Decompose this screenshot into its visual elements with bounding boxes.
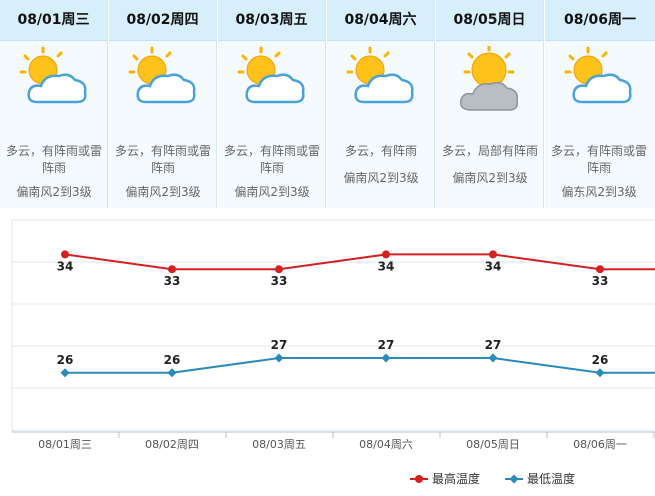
data-label: 27 <box>271 338 288 352</box>
data-label: 33 <box>164 274 181 288</box>
chart-series: 34 33 33 34 34 33 26 26 27 27 27 26 <box>57 250 655 378</box>
data-label: 34 <box>378 259 395 273</box>
x-tick-label: 08/02周四 <box>145 438 199 451</box>
legend-label: 最低温度 <box>527 471 575 486</box>
data-label: 26 <box>164 353 181 367</box>
data-label: 26 <box>57 353 74 367</box>
x-tick-label: 08/04周六 <box>359 438 413 451</box>
data-label: 34 <box>485 259 502 273</box>
chart-legend: 最高温度 最低温度 <box>410 471 575 486</box>
wind-info: 偏南风2到3级 <box>343 171 419 185</box>
forecast-day: 08/03周五 多云，有阵雨或雷阵雨 偏南风2到3级 <box>218 0 326 208</box>
partly-cloudy-icon <box>237 46 305 104</box>
forecast-day: 08/01周三 多云，有阵雨或雷阵雨 偏南风2到3级 <box>0 0 108 208</box>
data-label: 33 <box>592 274 609 288</box>
sun-grey-cloud-icon <box>459 46 519 111</box>
data-label: 34 <box>57 259 74 273</box>
forecast-day: 08/05周日 多云，局部有阵雨 偏南风2到3级 <box>436 0 544 208</box>
data-point <box>61 250 69 259</box>
day-date: 08/05周日 <box>436 0 543 41</box>
weather-description: 多云，局部有阵雨 <box>441 144 538 158</box>
forecast-day: 08/02周四 多云，有阵雨或雷阵雨 偏南风2到3级 <box>109 0 217 208</box>
day-date: 08/06周一 <box>545 0 655 41</box>
data-point <box>60 368 70 378</box>
data-point <box>489 250 497 259</box>
temperature-chart: 08/01周三 08/02周四 08/03周五 08/04周六 08/05周日 08/06… <box>11 219 655 486</box>
x-axis: 08/01周三 08/02周四 08/03周五 08/04周六 08/05周日 08/06… <box>12 431 655 451</box>
data-label: 26 <box>592 353 609 367</box>
weather-description: 多云，有阵雨或雷阵雨 <box>114 144 211 175</box>
weather-description: 多云，有阵雨或雷阵雨 <box>223 144 320 175</box>
weather-description: 多云，有阵雨或雷阵雨 <box>550 144 647 175</box>
data-point <box>596 265 604 274</box>
legend-marker <box>509 474 519 484</box>
day-date: 08/03周五 <box>218 0 325 41</box>
data-point <box>275 265 283 274</box>
chart-grid <box>11 219 655 432</box>
partly-cloudy-icon <box>128 46 196 104</box>
wind-info: 偏南风2到3级 <box>452 171 528 185</box>
day-date: 08/04周六 <box>327 0 434 41</box>
partly-cloudy-icon <box>564 46 632 104</box>
data-point <box>382 250 390 259</box>
weather-description: 多云，有阵雨或雷阵雨 <box>5 144 102 175</box>
x-tick-label: 08/01周三 <box>38 438 92 451</box>
forecast-day: 08/04周六 多云，有阵雨 偏南风2到3级 <box>327 0 435 208</box>
data-point <box>274 353 284 363</box>
forecast-day: 08/06周一 多云，有阵雨或雷阵雨 偏东风2到3级 <box>545 0 655 208</box>
data-point <box>488 353 498 363</box>
legend-label: 最高温度 <box>432 471 480 486</box>
partly-cloudy-icon <box>346 46 414 104</box>
wind-info: 偏东风2到3级 <box>561 185 637 199</box>
data-point <box>167 368 177 378</box>
legend-marker <box>415 475 423 483</box>
wind-info: 偏南风2到3级 <box>16 185 92 199</box>
data-label: 27 <box>485 338 502 352</box>
x-tick-label: 08/03周五 <box>252 438 306 451</box>
day-date: 08/02周四 <box>109 0 216 41</box>
wind-info: 偏南风2到3级 <box>234 185 310 199</box>
x-tick-label: 08/06周一 <box>573 438 627 451</box>
data-point <box>381 353 391 363</box>
wind-info: 偏南风2到3级 <box>125 185 201 199</box>
x-tick-label: 08/05周日 <box>466 438 520 451</box>
data-label: 27 <box>378 338 395 352</box>
forecast-strip: 08/01周三 多云，有阵雨或雷阵雨 偏南风2到3级 08/02周四 多云，有阵… <box>0 0 655 208</box>
weather-description: 多云，有阵雨 <box>344 144 417 158</box>
day-date: 08/01周三 <box>0 0 107 41</box>
data-label: 33 <box>271 274 288 288</box>
partly-cloudy-icon <box>19 46 87 104</box>
data-point <box>168 265 176 274</box>
series-line <box>65 357 655 374</box>
data-point <box>595 368 605 378</box>
